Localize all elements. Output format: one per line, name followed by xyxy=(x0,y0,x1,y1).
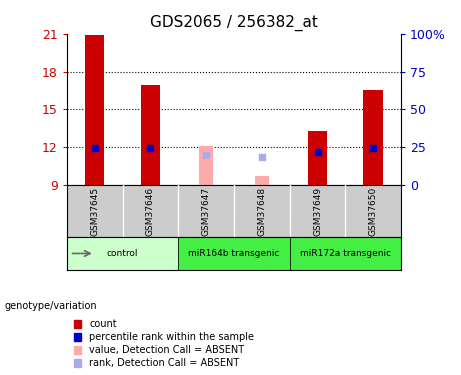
Point xyxy=(202,152,210,158)
Point xyxy=(370,146,377,152)
Point xyxy=(314,149,321,155)
Bar xyxy=(308,131,327,185)
FancyBboxPatch shape xyxy=(290,237,401,270)
Bar xyxy=(255,176,269,185)
Text: GSM37650: GSM37650 xyxy=(369,186,378,236)
Bar xyxy=(199,146,213,185)
Bar xyxy=(85,35,105,185)
Bar xyxy=(363,90,383,185)
Text: GSM37646: GSM37646 xyxy=(146,186,155,236)
Text: miR164b transgenic: miR164b transgenic xyxy=(188,249,280,258)
Text: GSM37649: GSM37649 xyxy=(313,186,322,236)
Text: GSM37645: GSM37645 xyxy=(90,186,99,236)
Text: control: control xyxy=(107,249,138,258)
Text: GSM37648: GSM37648 xyxy=(257,186,266,236)
Point xyxy=(91,146,98,152)
Bar xyxy=(141,86,160,185)
Text: genotype/variation: genotype/variation xyxy=(5,301,97,310)
Point xyxy=(147,146,154,152)
FancyBboxPatch shape xyxy=(178,237,290,270)
FancyBboxPatch shape xyxy=(67,237,178,270)
Text: miR172a transgenic: miR172a transgenic xyxy=(300,249,391,258)
Text: GSM37647: GSM37647 xyxy=(201,186,211,236)
Title: GDS2065 / 256382_at: GDS2065 / 256382_at xyxy=(150,15,318,31)
Legend: count, percentile rank within the sample, value, Detection Call = ABSENT, rank, : count, percentile rank within the sample… xyxy=(72,318,256,370)
Point xyxy=(258,154,266,160)
